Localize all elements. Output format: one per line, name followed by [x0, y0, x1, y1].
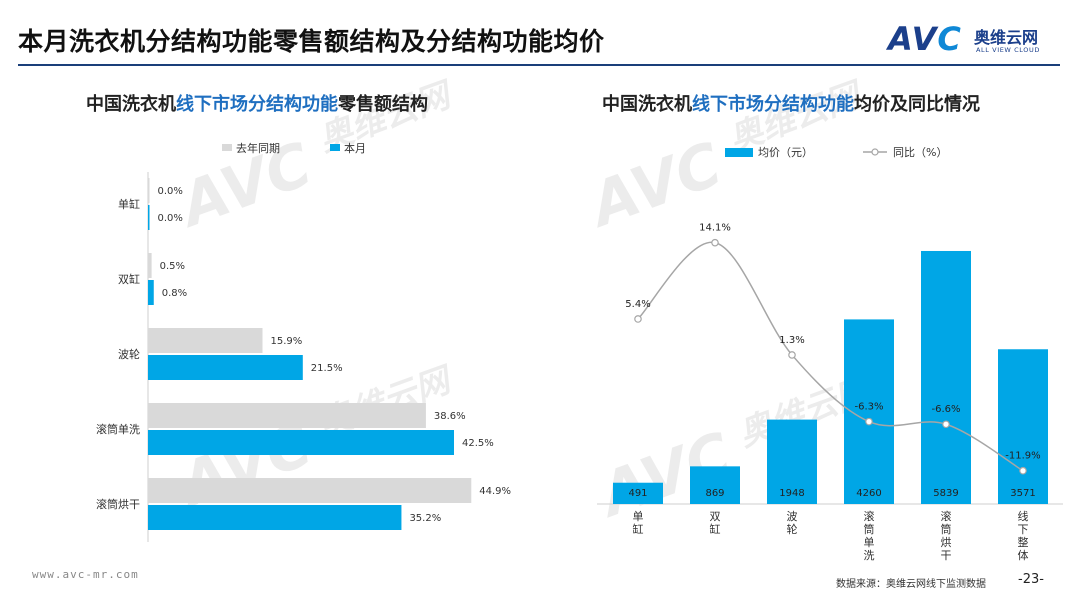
- category-label: 单: [633, 510, 644, 523]
- legend-swatch: [330, 144, 340, 151]
- data-label: 42.5%: [462, 438, 494, 449]
- column-value-label: 3571: [1010, 488, 1035, 499]
- bar: [148, 205, 150, 230]
- category-label: 缸: [633, 522, 644, 536]
- column-value-label: 869: [705, 488, 724, 499]
- data-label: 0.0%: [158, 213, 183, 224]
- yoy-point: [711, 238, 719, 247]
- page-title: 本月洗衣机分结构功能零售额结构及分结构功能均价: [18, 27, 605, 56]
- category-label: 整: [1018, 535, 1029, 549]
- category-label: 滚: [864, 509, 875, 523]
- yoy-label: 14.1%: [699, 223, 731, 234]
- legend-label: 去年同期: [236, 141, 280, 155]
- column-value-label: 491: [628, 488, 647, 499]
- yoy-label: -11.9%: [1005, 451, 1040, 462]
- column-bar: [767, 419, 817, 504]
- bar: [148, 253, 152, 278]
- category-label: 线: [1018, 509, 1029, 523]
- column-bar: [690, 466, 740, 504]
- bar: [148, 280, 154, 305]
- legend-label: 同比（%）: [893, 146, 947, 159]
- data-label: 0.8%: [162, 288, 187, 299]
- yoy-label: -6.3%: [854, 402, 883, 413]
- category-label: 滚筒烘干: [96, 497, 140, 511]
- category-label: 双缸: [118, 272, 140, 286]
- category-label: 波: [787, 510, 798, 523]
- footer-url: www.avc-mr.com: [32, 568, 139, 581]
- category-label: 缸: [710, 522, 721, 536]
- category-label: 筒: [864, 522, 875, 536]
- legend-swatch: [725, 148, 753, 157]
- category-label: 洗: [864, 549, 875, 562]
- category-label: 下: [1018, 523, 1029, 536]
- column-value-label: 1948: [779, 488, 804, 499]
- category-label: 单: [864, 536, 875, 549]
- data-label: 15.9%: [270, 336, 302, 347]
- category-label: 轮: [787, 522, 798, 536]
- category-label: 烘: [941, 535, 952, 549]
- data-label: 0.5%: [160, 261, 185, 272]
- category-label: 滚: [941, 509, 952, 523]
- yoy-point: [1019, 466, 1027, 475]
- data-label: 38.6%: [434, 411, 466, 422]
- data-label: 21.5%: [311, 363, 343, 374]
- yoy-label: 5.4%: [625, 299, 650, 310]
- yoy-point: [942, 420, 950, 429]
- logo-en: ALL VIEW CLOUD: [976, 46, 1040, 54]
- page-number: -23-: [1018, 572, 1044, 587]
- category-label: 波轮: [118, 347, 140, 361]
- legend-swatch: [222, 144, 232, 151]
- logo-cn: 奥维云网: [974, 28, 1039, 47]
- yoy-point: [788, 351, 796, 359]
- yoy-point: [634, 315, 642, 323]
- category-label: 筒: [941, 522, 952, 536]
- title-underline: [18, 64, 1060, 66]
- column-bar: [613, 482, 663, 504]
- category-label: 单缸: [118, 197, 140, 211]
- data-label: 44.9%: [479, 486, 511, 497]
- yoy-label: -6.6%: [931, 404, 960, 415]
- bar: [148, 328, 263, 353]
- category-label: 体: [1018, 548, 1029, 562]
- category-label: 干: [941, 549, 952, 562]
- category-label: 滚筒单洗: [96, 422, 140, 436]
- legend-label: 本月: [344, 141, 366, 155]
- logo-mark: AVC: [888, 20, 962, 58]
- bar: [148, 478, 472, 503]
- yoy-label: 1.3%: [779, 335, 804, 346]
- bar: [148, 505, 402, 530]
- legend-marker: [871, 148, 879, 156]
- price-combo-chart: 均价（元） 同比（%）491单缸869双缸1948波轮4260滚筒单洗5839滚筒…: [597, 146, 1063, 562]
- avc-logo: AVC 奥维云网 ALL VIEW CLOUD: [888, 18, 1063, 60]
- category-label: 双: [710, 510, 721, 523]
- bar: [148, 403, 426, 428]
- bar: [148, 355, 303, 380]
- data-label: 0.0%: [158, 186, 183, 197]
- left-chart-title: 中国洗衣机线下市场分结构功能零售额结构: [86, 94, 428, 115]
- yoy-point: [865, 417, 873, 426]
- column-value-label: 5839: [933, 488, 958, 499]
- bar: [148, 178, 150, 203]
- footer-source: 数据来源：奥维云网线下监测数据: [836, 579, 986, 590]
- legend-label: 均价（元）: [758, 146, 813, 159]
- data-label: 35.2%: [409, 513, 441, 524]
- column-value-label: 4260: [856, 488, 881, 499]
- right-chart-title: 中国洗衣机线下市场分结构功能均价及同比情况: [602, 94, 980, 115]
- bar: [148, 430, 454, 455]
- column-bar: [998, 349, 1048, 504]
- column-bar: [921, 250, 971, 504]
